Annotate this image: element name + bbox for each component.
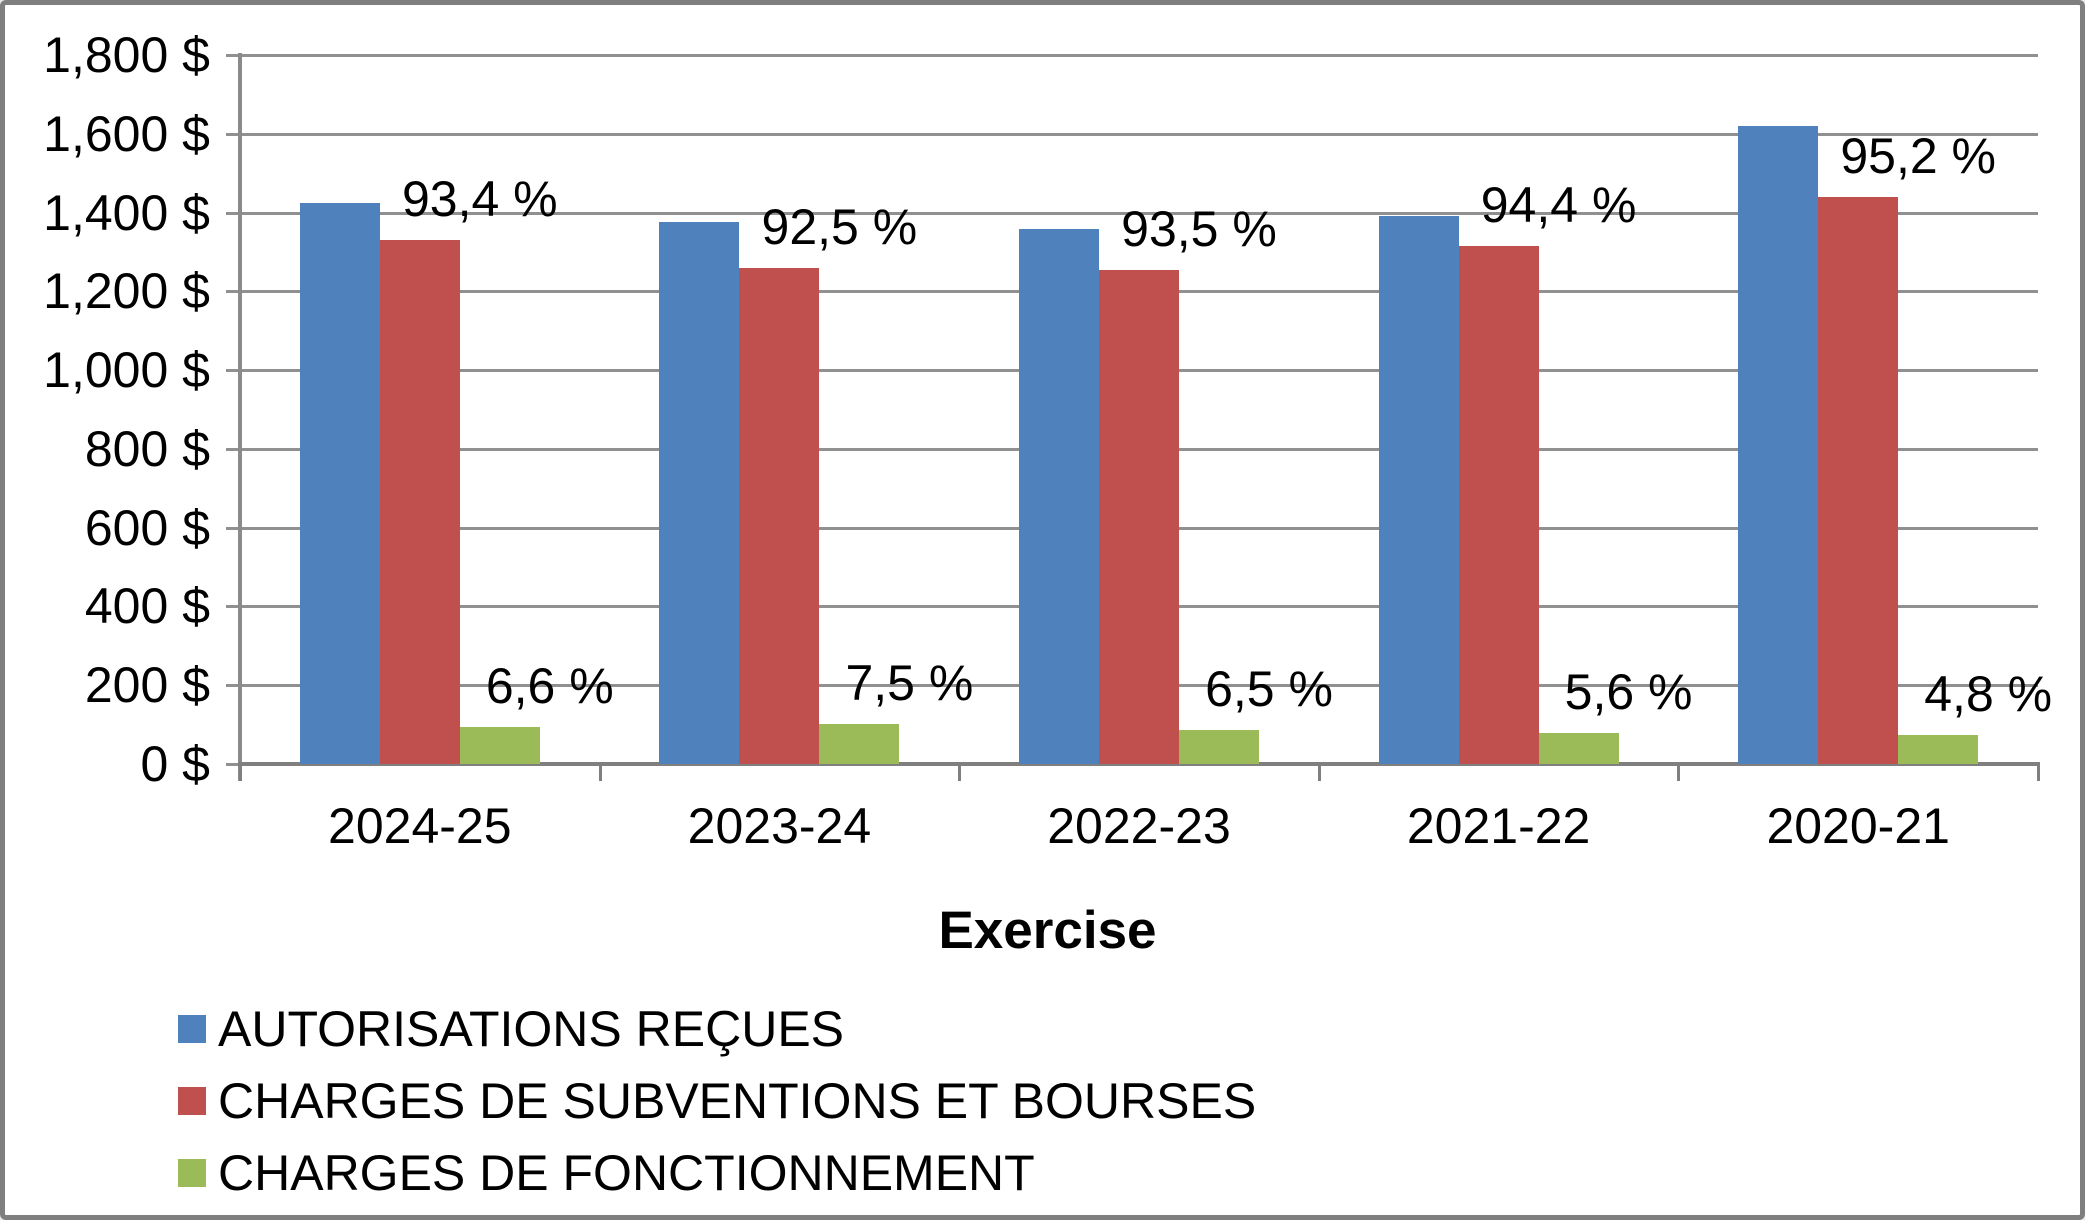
y-tick-label: 1,200 $: [43, 263, 210, 320]
y-tick-label: 1,800 $: [43, 27, 210, 83]
bar-subventions: [739, 268, 820, 764]
data-label: 7,5 %: [845, 654, 974, 711]
bar-autorisations: [659, 222, 740, 764]
legend-row: CHARGES DE FONCTIONNEMENT: [178, 1137, 1256, 1209]
legend-row: AUTORISATIONS REÇUES: [178, 993, 1256, 1065]
x-axis-tick: [1317, 764, 1321, 781]
y-axis-tick: [226, 605, 240, 609]
x-tick-label: 2022-23: [1047, 798, 1231, 854]
y-axis-tick: [226, 763, 240, 766]
bar-autorisations: [1019, 229, 1099, 764]
bar-fonctionnement: [1538, 733, 1619, 764]
data-label: 5,6 %: [1564, 664, 1693, 721]
y-axis-tick: [226, 54, 240, 57]
data-label: 93,4 %: [401, 171, 558, 228]
y-axis-tick: [226, 447, 240, 451]
y-axis-tick: [226, 132, 240, 136]
bar-fonctionnement: [1179, 729, 1259, 764]
y-axis-line: [238, 53, 242, 781]
y-tick-label: 800 $: [84, 420, 210, 477]
legend-label: AUTORISATIONS REÇUES: [218, 1001, 845, 1057]
y-tick-label: 0 $: [140, 736, 210, 792]
x-axis-tick: [1677, 764, 1681, 781]
y-tick-label: 1,600 $: [43, 105, 210, 162]
data-label: 94,4 %: [1480, 177, 1637, 234]
y-tick-label: 1,000 $: [43, 342, 210, 399]
legend-marker-icon: [178, 1015, 206, 1043]
gridline: [240, 211, 2038, 215]
y-tick-label: 1,400 $: [43, 184, 210, 241]
y-axis-tick: [226, 290, 240, 294]
legend-label: CHARGES DE SUBVENTIONS ET BOURSES: [218, 1073, 1257, 1129]
bar-subventions: [379, 240, 460, 764]
legend-marker-icon: [178, 1087, 206, 1115]
data-label: 4,8 %: [1924, 666, 2053, 723]
bar-fonctionnement: [459, 726, 540, 764]
bar-fonctionnement: [819, 723, 900, 764]
x-tick-label: 2024-25: [328, 798, 512, 854]
legend-marker-icon: [178, 1159, 206, 1187]
x-tick-label: 2021-22: [1406, 798, 1591, 854]
y-axis-tick: [226, 369, 240, 373]
x-axis-tick: [958, 764, 962, 781]
data-label: 93,5 %: [1121, 200, 1277, 257]
data-label: 6,5 %: [1205, 660, 1333, 717]
y-axis-tick: [226, 526, 240, 530]
y-tick-label: 600 $: [84, 499, 210, 556]
bar-subventions: [1458, 246, 1539, 764]
x-axis-title: Exercise: [938, 901, 1157, 960]
gridline: [240, 54, 2038, 57]
legend-label: CHARGES DE FONCTIONNEMENT: [218, 1145, 1035, 1201]
bar-subventions: [1099, 269, 1179, 764]
y-axis-tick: [226, 211, 240, 215]
x-axis-tick: [598, 764, 602, 781]
bar-autorisations: [1378, 216, 1459, 764]
gridline: [240, 132, 2038, 136]
x-axis-tick: [2037, 764, 2040, 781]
legend-row: CHARGES DE SUBVENTIONS ET BOURSES: [178, 1065, 1256, 1137]
data-label: 6,6 %: [485, 657, 614, 714]
bar-autorisations: [299, 202, 380, 764]
x-tick-label: 2020-21: [1766, 798, 1950, 854]
bar-autorisations: [1738, 125, 1819, 764]
y-tick-label: 400 $: [84, 578, 210, 635]
x-tick-label: 2023-24: [687, 798, 872, 854]
bar-fonctionnement: [1898, 735, 1979, 764]
legend: AUTORISATIONS REÇUES CHARGES DE SUBVENTIO…: [178, 993, 1256, 1209]
y-tick-label: 200 $: [84, 657, 210, 714]
x-axis-line: [238, 762, 2040, 766]
data-label: 92,5 %: [761, 199, 918, 256]
x-axis-tick: [239, 764, 242, 781]
data-label: 95,2 %: [1840, 127, 1997, 184]
y-axis-tick: [226, 684, 240, 688]
bar-subventions: [1818, 196, 1899, 764]
